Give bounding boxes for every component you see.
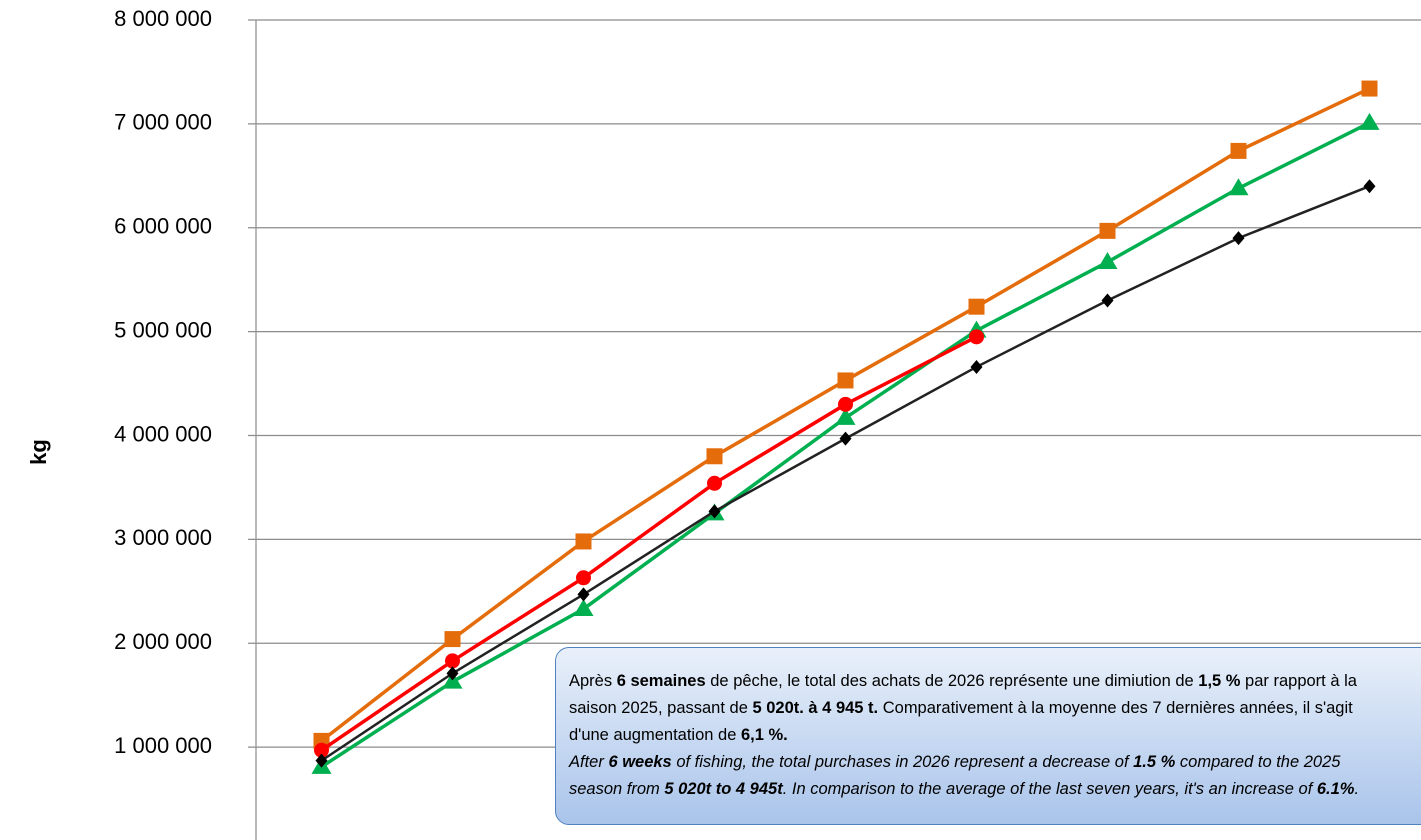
annotation-text: After	[569, 753, 609, 771]
annotation-box: Après 6 semaines de pêche, le total des …	[555, 647, 1421, 825]
annotation-en: After 6 weeks of fishing, the total purc…	[569, 749, 1389, 803]
y-tick-label: 8 000 000	[114, 6, 212, 31]
marker	[1363, 179, 1376, 194]
marker	[575, 533, 592, 550]
y-axis-label: kg	[26, 439, 51, 465]
y-tick-label: 5 000 000	[114, 317, 212, 342]
annotation-fr: Après 6 semaines de pêche, le total des …	[569, 668, 1389, 749]
marker	[1230, 142, 1247, 159]
annotation-text: de pêche, le total des achats de 2026 re…	[705, 672, 1199, 690]
marker	[1097, 252, 1118, 270]
annotation-text: 5 020t. à 4 945 t.	[752, 699, 879, 717]
y-tick-label: 4 000 000	[114, 421, 212, 446]
marker	[1359, 112, 1380, 130]
marker	[576, 570, 591, 586]
marker	[1099, 222, 1116, 239]
annotation-text: of fishing, the total purchases in 2026 …	[671, 753, 1134, 771]
annotation-text: .	[1354, 780, 1360, 798]
marker	[1232, 231, 1245, 246]
marker	[838, 396, 853, 412]
marker	[708, 504, 721, 519]
annotation-text: 1.5 %	[1133, 753, 1176, 771]
y-tick-label: 3 000 000	[114, 525, 212, 550]
annotation-text: Après	[569, 672, 617, 690]
marker	[446, 666, 459, 681]
series-line	[320, 335, 978, 752]
marker	[835, 407, 856, 425]
marker	[970, 359, 983, 374]
marker	[445, 653, 460, 669]
y-tick-label: 2 000 000	[114, 629, 212, 654]
annotation-text: 6.1%	[1316, 780, 1355, 798]
marker	[707, 475, 722, 491]
marker	[969, 329, 984, 345]
annotation-text: 6,1 %.	[740, 726, 788, 744]
marker	[314, 742, 329, 758]
marker	[573, 598, 594, 616]
annotation-text: 6 semaines	[616, 672, 706, 690]
annotation-text: 1,5 %	[1198, 672, 1241, 690]
marker	[577, 587, 590, 602]
annotation-text: 5 020t to 4 945t	[664, 780, 783, 798]
marker	[1101, 293, 1114, 308]
annotation-text: . In comparison to the average of the la…	[782, 780, 1317, 798]
annotation-text: compared to the 2025 season from	[569, 753, 1341, 798]
annotation-text: par rapport à la saison 2025, passant de	[569, 672, 1357, 717]
annotation-text: Comparativement à la moyenne des 7 derni…	[569, 699, 1353, 744]
marker	[1228, 178, 1249, 196]
y-tick-label: 6 000 000	[114, 214, 212, 239]
marker	[315, 753, 328, 768]
marker	[706, 448, 723, 465]
marker	[968, 298, 985, 315]
marker	[837, 372, 854, 389]
y-tick-label: 7 000 000	[114, 110, 212, 135]
y-tick-label: 1 000 000	[114, 733, 212, 758]
marker	[444, 631, 461, 648]
annotation-text: 6 weeks	[608, 753, 672, 771]
marker	[1361, 80, 1378, 97]
marker	[839, 431, 852, 446]
